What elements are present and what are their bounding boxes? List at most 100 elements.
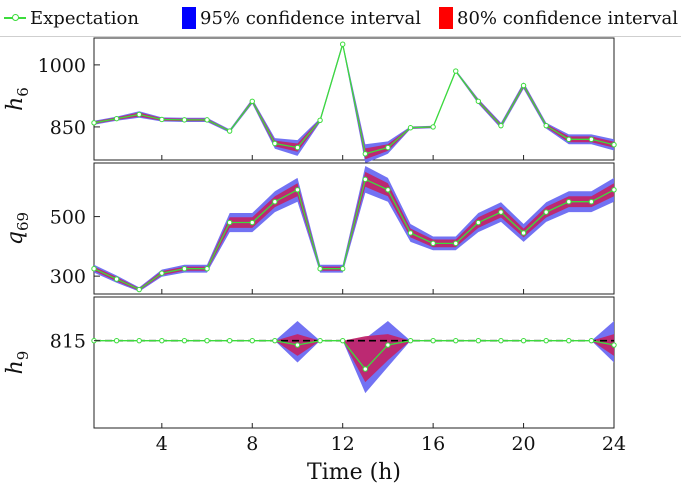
expectation-point <box>362 366 369 372</box>
x-axis-label: Time (h) <box>307 460 401 485</box>
expectation-point <box>543 122 549 129</box>
y-tick-label: 850 <box>50 117 86 139</box>
expectation-point <box>294 342 301 348</box>
y-tick-label: 300 <box>50 266 86 288</box>
legend-label-ci95: 95% confidence interval <box>200 7 421 29</box>
expectation-point <box>498 209 504 215</box>
y-axis-label-subscript: 9 <box>14 351 32 361</box>
x-tick-label: 12 <box>331 433 355 455</box>
ci95-swatch-icon <box>182 7 196 29</box>
x-tick-label: 16 <box>421 433 445 455</box>
panel-h6: 850 1000 h6 <box>3 37 617 164</box>
expectation-point <box>385 342 391 348</box>
expectation-point <box>407 230 414 236</box>
y-axis-label-subscript: 69 <box>14 212 32 231</box>
y-tick-label: 1000 <box>38 55 86 77</box>
expectation-point <box>611 141 617 148</box>
ci95-band <box>94 42 614 164</box>
expectation-point <box>475 337 482 344</box>
expectation-point <box>294 144 301 151</box>
ci95-band <box>94 166 614 292</box>
expectation-line <box>93 44 615 155</box>
expectation-point <box>272 140 278 147</box>
expectation-point <box>136 286 142 293</box>
x-tick-label: 20 <box>511 433 535 455</box>
expectation-point <box>362 151 369 157</box>
y-axis-label-base: q <box>3 231 28 245</box>
x-tick-label: 4 <box>156 433 168 455</box>
expectation-point <box>520 337 527 344</box>
expectation-line-icon <box>4 14 26 21</box>
expectation-point <box>204 117 210 123</box>
x-tick-label: 24 <box>602 433 626 455</box>
expectation-point <box>249 337 255 344</box>
expectation-line <box>94 340 615 371</box>
expectation-point <box>339 337 346 344</box>
expectation-point <box>588 199 595 205</box>
expectation-point <box>204 265 210 272</box>
expectation-point <box>272 337 278 344</box>
expectation-point <box>407 337 414 344</box>
expectation-point <box>317 265 323 272</box>
expectation-point <box>113 115 120 122</box>
y-tick-label: 815 <box>50 331 86 353</box>
expectation-point <box>159 116 165 123</box>
expectation-point <box>453 337 459 344</box>
expectation-point <box>407 125 414 131</box>
expectation-point <box>453 240 459 247</box>
legend: Expectation 95% confidence interval 80% … <box>0 0 681 36</box>
legend-item-expectation: Expectation <box>4 6 139 30</box>
panel-q69: 300 500 q69 <box>3 162 617 295</box>
legend-label-expectation: Expectation <box>30 7 139 29</box>
expectation-point <box>385 187 391 193</box>
expectation-point <box>339 265 346 272</box>
expectation-point <box>339 41 346 47</box>
expectation-point <box>159 337 165 344</box>
expectation-point <box>249 98 255 104</box>
legend-item-ci95: 95% confidence interval <box>182 6 421 30</box>
expectation-point <box>430 124 436 130</box>
expectation-point <box>588 136 595 143</box>
y-axis-label: h9 <box>3 351 32 375</box>
expectation-point <box>317 337 323 344</box>
expectation-point <box>181 337 188 344</box>
panel-h9: 815 h9 <box>3 296 617 429</box>
expectation-point <box>91 265 97 272</box>
expectation-point <box>430 337 436 344</box>
expectation-point <box>543 337 549 344</box>
expectation-point <box>520 230 527 236</box>
legend-item-ci80: 80% confidence interval <box>439 6 678 30</box>
ci80-band <box>94 334 614 383</box>
expectation-point <box>566 136 572 143</box>
expectation-point <box>385 144 391 151</box>
expectation-point <box>498 122 504 129</box>
expectation-point <box>498 337 504 344</box>
y-tick-label: 500 <box>50 207 86 229</box>
expectation-point <box>136 337 142 344</box>
y-axis-label: h6 <box>3 87 32 111</box>
legend-divider <box>0 36 681 37</box>
expectation-point <box>226 219 233 226</box>
expectation-point <box>566 337 572 344</box>
ci80-swatch-icon <box>439 7 453 29</box>
expectation-point <box>226 337 233 344</box>
expectation-point <box>430 240 436 247</box>
expectation-point <box>272 199 278 205</box>
expectation-point <box>611 342 617 348</box>
expectation-line <box>93 178 615 291</box>
expectation-point <box>566 199 572 205</box>
expectation-point <box>588 337 595 344</box>
expectation-point <box>475 219 482 226</box>
expectation-point <box>317 117 323 123</box>
expectation-point <box>159 270 165 276</box>
expectation-point <box>181 265 188 272</box>
expectation-point <box>362 176 369 183</box>
expectation-point <box>453 68 459 74</box>
y-axis-label-subscript: 6 <box>14 87 32 97</box>
expectation-point <box>113 276 120 282</box>
y-axis-label: q69 <box>3 212 32 245</box>
x-tick-label: 8 <box>246 433 258 455</box>
expectation-point <box>520 82 527 89</box>
y-axis-label-base: h <box>3 97 28 111</box>
